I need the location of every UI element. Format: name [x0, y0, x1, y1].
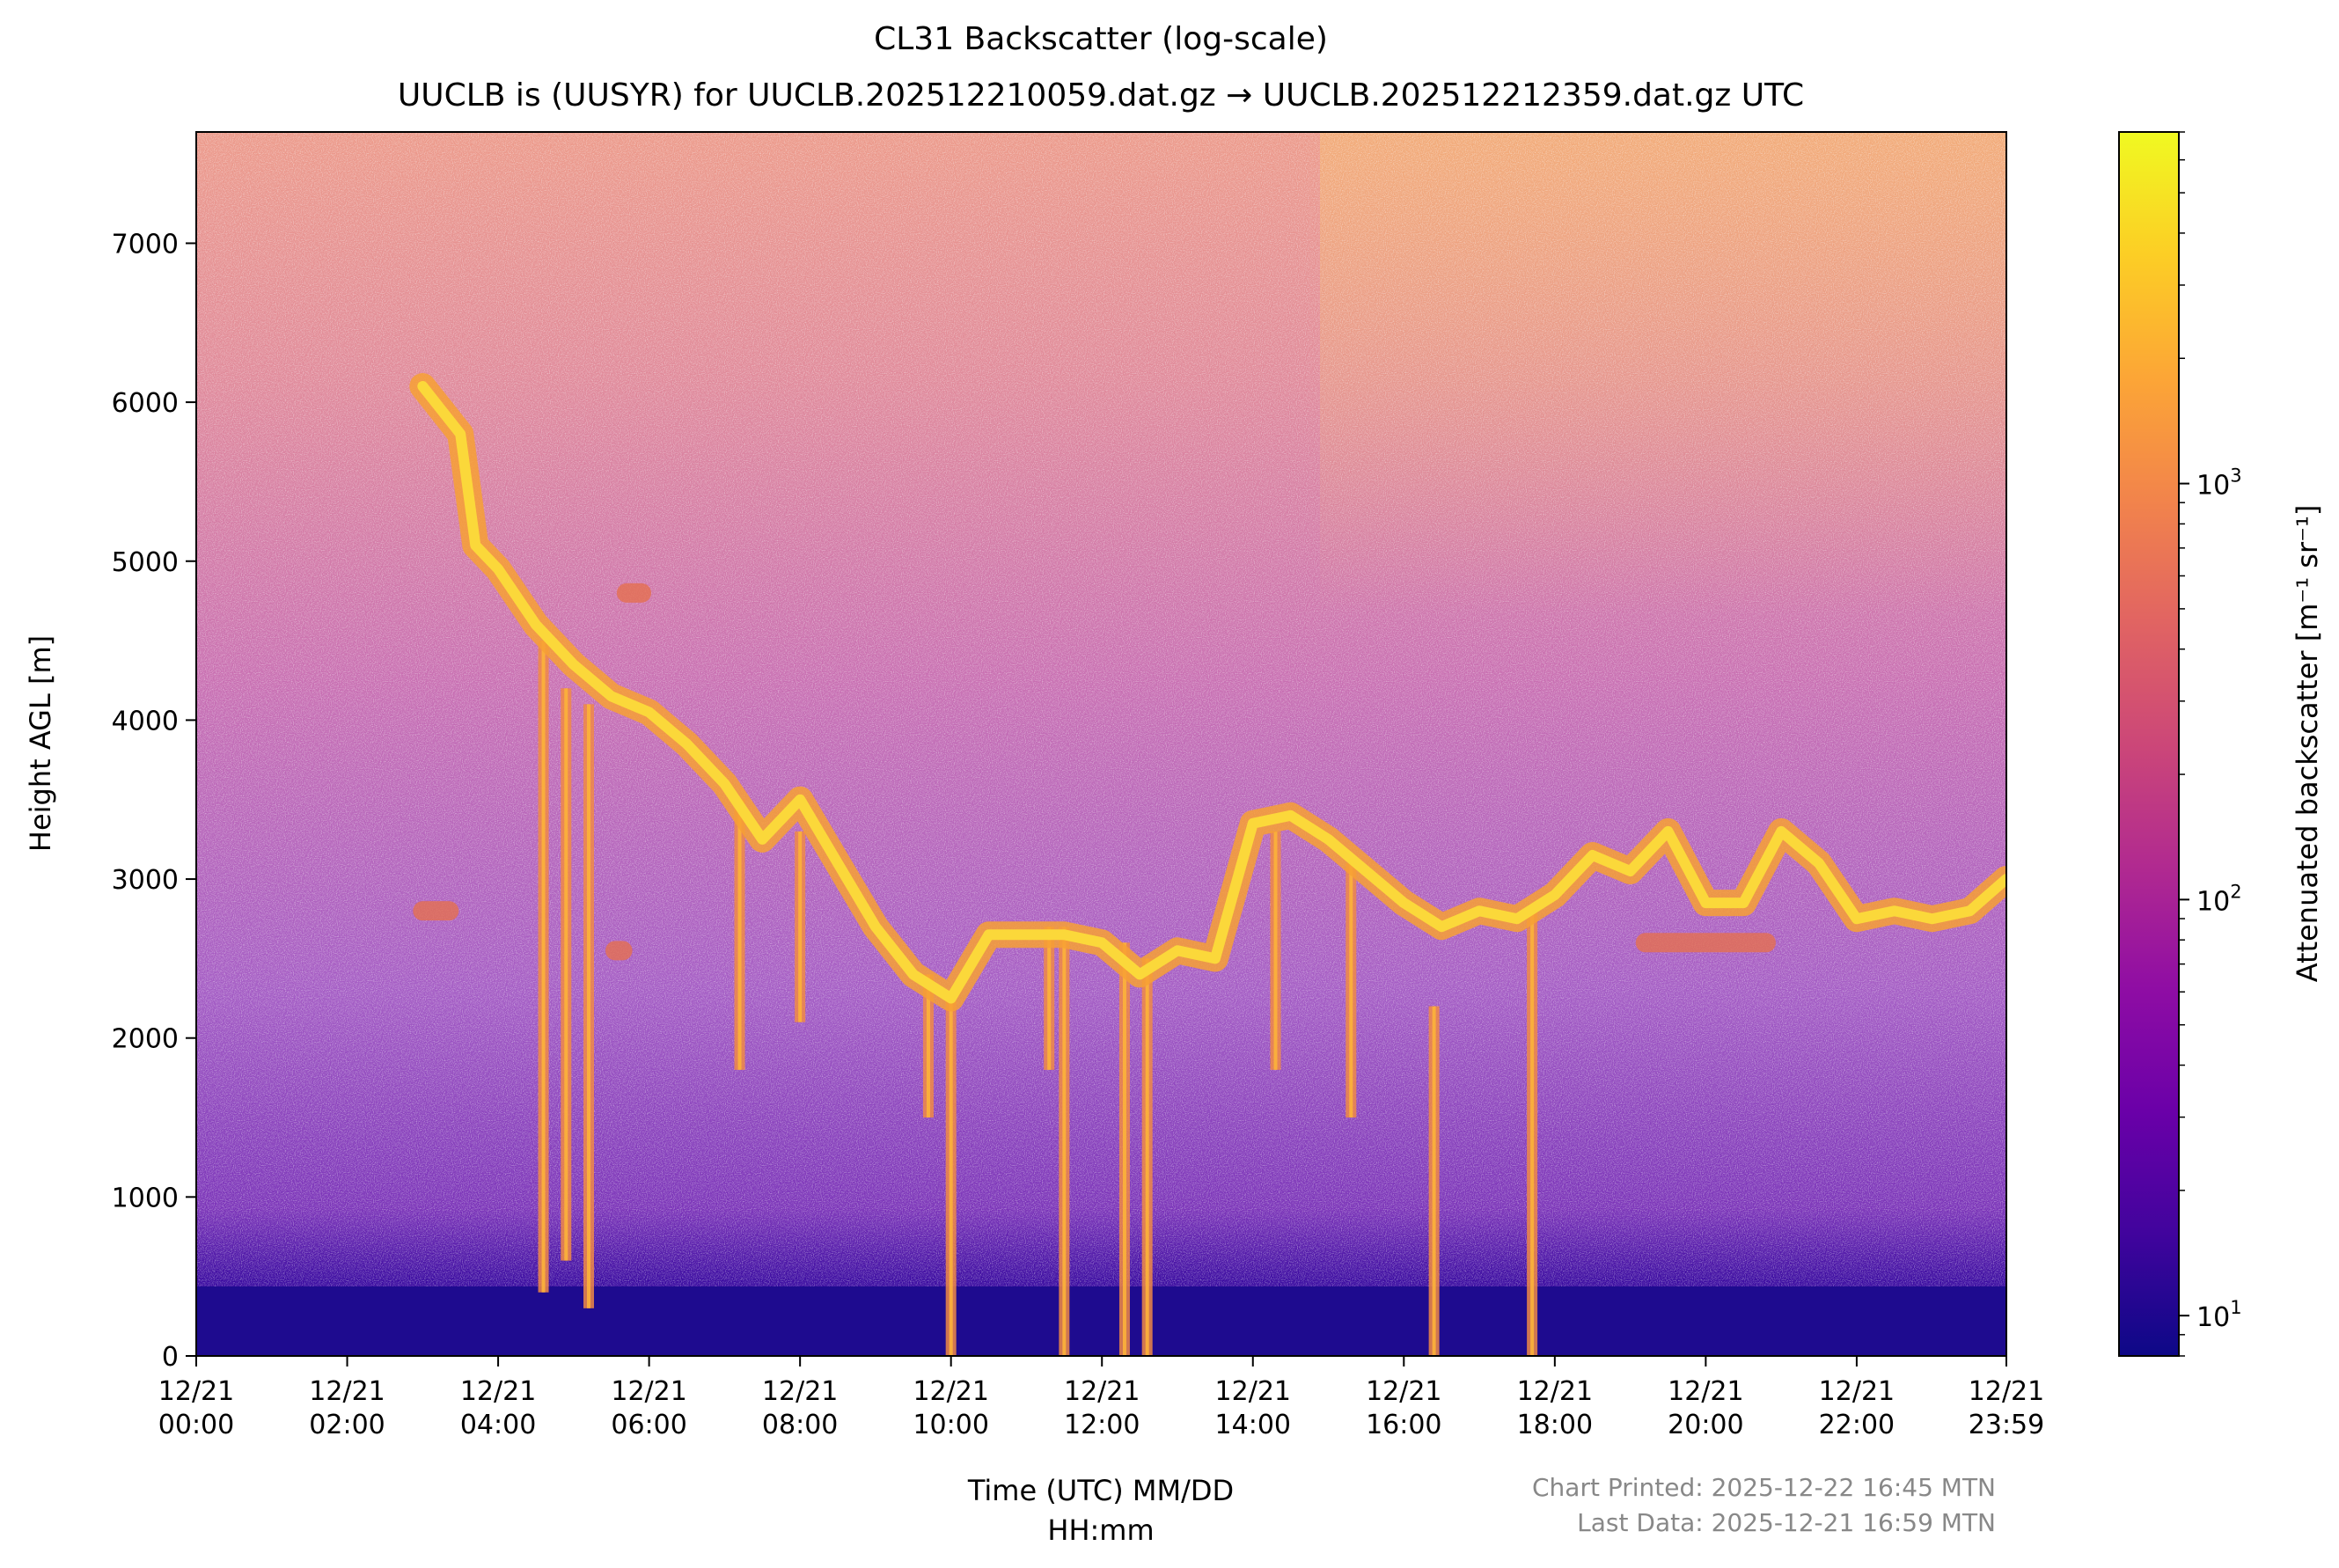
- x-tick-time: 20:00: [1668, 1410, 1743, 1440]
- y-tick-label: 7000: [112, 229, 179, 260]
- chart-title: CL31 Backscatter (log-scale): [874, 21, 1328, 57]
- precip-streak-core: [1145, 958, 1149, 1356]
- x-tick-time: 04:00: [460, 1410, 536, 1440]
- precip-streak-core: [1047, 927, 1052, 1070]
- x-axis-label-line2: HH:mm: [1047, 1513, 1154, 1547]
- chart-printed-note: Chart Printed: 2025-12-22 16:45 MTN: [1532, 1473, 1996, 1502]
- x-tick-date: 12/21: [1064, 1376, 1140, 1407]
- precip-streak-core: [1122, 942, 1126, 1356]
- y-axis: 0 1000 2000 3000 4000 5000 6000 7000: [112, 229, 196, 1373]
- x-tick-time: 14:00: [1215, 1410, 1291, 1440]
- precip-streak-core: [564, 688, 568, 1261]
- precip-streak-core: [798, 831, 803, 1022]
- x-tick-date: 12/21: [460, 1376, 536, 1407]
- x-tick-date: 12/21: [309, 1376, 385, 1407]
- y-tick-label: 0: [162, 1342, 179, 1373]
- colorbar-tick-label: 101: [2196, 1297, 2242, 1333]
- x-tick-time: 08:00: [762, 1410, 838, 1440]
- precip-streak-core: [1062, 927, 1067, 1356]
- y-tick-label: 5000: [112, 547, 179, 578]
- x-tick-time: 16:00: [1366, 1410, 1441, 1440]
- surface-layer: [196, 1286, 2006, 1356]
- colorbar-ticks: 101 102 103: [2179, 131, 2242, 1357]
- x-tick-time: 06:00: [611, 1410, 686, 1440]
- y-axis-label: Height AGL [m]: [24, 635, 57, 852]
- y-tick-label: 4000: [112, 706, 179, 736]
- last-data-note: Last Data: 2025-12-21 16:59 MTN: [1577, 1508, 1996, 1537]
- precip-streaks: [538, 641, 1538, 1356]
- x-tick-date: 12/21: [1819, 1376, 1895, 1407]
- x-tick-time: 00:00: [158, 1410, 234, 1440]
- precip-streak-core: [926, 974, 930, 1118]
- x-tick-time: 22:00: [1819, 1410, 1895, 1440]
- precip-streak-core: [949, 990, 953, 1356]
- y-tick-label: 1000: [112, 1183, 179, 1213]
- precip-streak-core: [541, 641, 546, 1293]
- colorbar-tick-label: 102: [2196, 881, 2242, 917]
- cloud-base-line: [417, 381, 2006, 1004]
- colorbar: [2118, 131, 2180, 1357]
- y-tick-label: 6000: [112, 388, 179, 419]
- x-axis-label-line1: Time (UTC) MM/DD: [967, 1474, 1234, 1507]
- y-tick-label: 3000: [112, 865, 179, 896]
- x-tick-time: 12:00: [1064, 1410, 1140, 1440]
- colorbar-tick-label: 103: [2196, 465, 2242, 502]
- precip-streak-core: [1273, 831, 1278, 1070]
- chart-subtitle: UUCLB is (UUSYR) for UUCLB.202512210059.…: [398, 77, 1804, 114]
- x-tick-date: 12/21: [1517, 1376, 1593, 1407]
- precip-streak-core: [1349, 862, 1353, 1118]
- x-tick-date: 12/21: [762, 1376, 838, 1407]
- precip-streak-core: [1530, 911, 1535, 1356]
- x-tick-time: 18:00: [1517, 1410, 1593, 1440]
- x-tick-time: 02:00: [309, 1410, 385, 1440]
- x-tick-date: 12/21: [158, 1376, 234, 1407]
- precip-streak-core: [737, 799, 742, 1070]
- y-tick-label: 2000: [112, 1024, 179, 1055]
- x-tick-time: 23:59: [1969, 1410, 2044, 1440]
- plot-area: [196, 132, 2006, 1356]
- x-tick-date: 12/21: [913, 1376, 988, 1407]
- x-tick-date: 12/21: [1215, 1376, 1291, 1407]
- x-tick-date: 12/21: [1969, 1376, 2044, 1407]
- colorbar-label: Attenuated backscatter [m⁻¹ sr⁻¹]: [2291, 505, 2324, 983]
- precip-streak-core: [586, 704, 590, 1308]
- precip-streak-core: [1432, 1006, 1436, 1356]
- noise-overlay: [196, 132, 2006, 1356]
- x-tick-date: 12/21: [611, 1376, 686, 1407]
- x-tick-time: 10:00: [913, 1410, 988, 1440]
- cloud-base-layer: [409, 373, 2006, 1012]
- secondary-cloud-layers: [413, 583, 1776, 961]
- x-tick-date: 12/21: [1668, 1376, 1743, 1407]
- x-tick-date: 12/21: [1366, 1376, 1441, 1407]
- x-axis: 12/2100:0012/2102:0012/2104:0012/2106:00…: [158, 1356, 2044, 1440]
